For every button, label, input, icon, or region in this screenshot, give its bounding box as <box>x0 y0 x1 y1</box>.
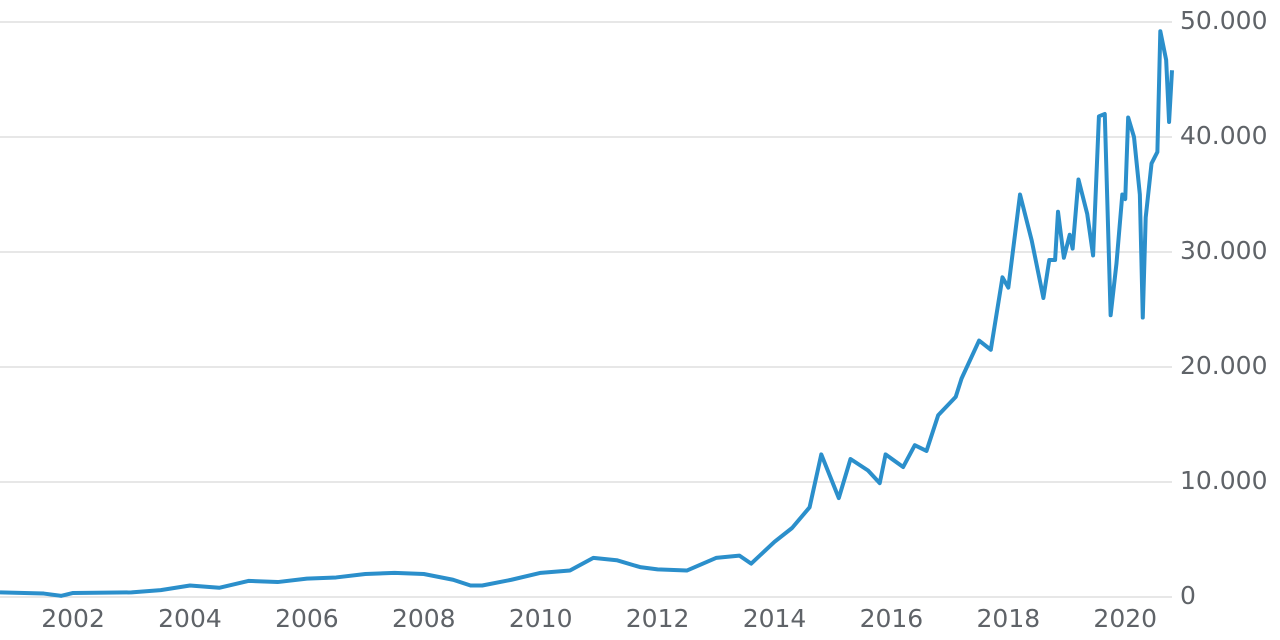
x-tick-label: 2006 <box>275 604 339 633</box>
y-tick-label: 10.000 <box>1180 466 1267 495</box>
x-tick-label: 2010 <box>509 604 573 633</box>
x-tick-label: 2018 <box>977 604 1041 633</box>
y-tick-label: 50.000 <box>1180 6 1267 35</box>
x-tick-label: 2014 <box>743 604 807 633</box>
y-tick-label: 30.000 <box>1180 236 1267 265</box>
y-tick-label: 40.000 <box>1180 121 1267 150</box>
x-tick-label: 2020 <box>1093 604 1157 633</box>
x-tick-label: 2016 <box>860 604 924 633</box>
x-tick-label: 2004 <box>158 604 222 633</box>
x-tick-label: 2008 <box>392 604 456 633</box>
y-tick-label: 0 <box>1180 581 1196 610</box>
data-line <box>0 29 1174 598</box>
y-tick-label: 20.000 <box>1180 351 1267 380</box>
x-tick-label: 2002 <box>41 604 105 633</box>
x-tick-label: 2012 <box>626 604 690 633</box>
